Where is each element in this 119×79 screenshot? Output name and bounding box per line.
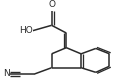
Text: N: N	[3, 69, 10, 78]
Text: HO: HO	[19, 26, 33, 35]
Text: O: O	[48, 0, 55, 9]
